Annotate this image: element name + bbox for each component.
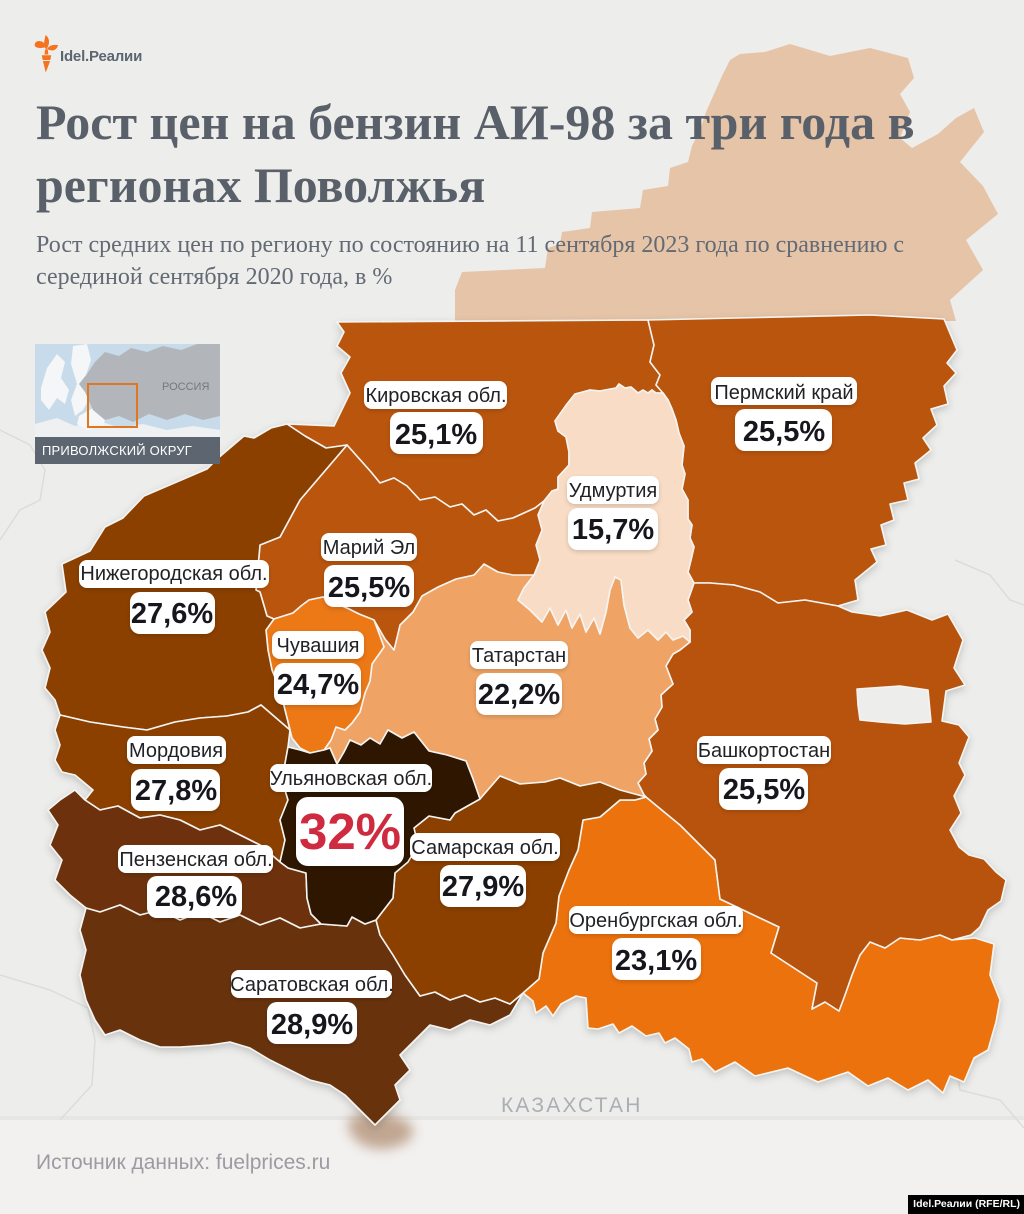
- svg-text:15,7%: 15,7%: [572, 514, 654, 546]
- svg-text:27,8%: 27,8%: [135, 775, 217, 807]
- svg-text:Татарстан: Татарстан: [472, 645, 566, 667]
- svg-text:24,7%: 24,7%: [277, 669, 359, 701]
- svg-text:Башкортостан: Башкортостан: [698, 740, 830, 762]
- svg-text:27,6%: 27,6%: [131, 598, 213, 630]
- svg-text:28,9%: 28,9%: [271, 1009, 353, 1041]
- svg-text:23,1%: 23,1%: [615, 945, 697, 977]
- svg-text:Саратовская обл.: Саратовская обл.: [230, 974, 394, 996]
- svg-text:Ульяновская обл.: Ульяновская обл.: [270, 768, 432, 790]
- svg-text:25,1%: 25,1%: [395, 419, 477, 451]
- svg-text:25,5%: 25,5%: [723, 774, 805, 806]
- svg-text:27,9%: 27,9%: [442, 871, 524, 903]
- svg-text:РОССИЯ: РОССИЯ: [162, 381, 209, 393]
- svg-text:Кировская обл.: Кировская обл.: [365, 385, 506, 407]
- svg-text:25,5%: 25,5%: [743, 416, 825, 448]
- svg-text:28,6%: 28,6%: [155, 881, 237, 913]
- svg-text:Марий Эл: Марий Эл: [323, 537, 415, 559]
- svg-text:Самарская обл.: Самарская обл.: [411, 837, 558, 859]
- svg-text:32%: 32%: [299, 803, 401, 860]
- svg-text:Мордовия: Мордовия: [129, 740, 223, 762]
- svg-text:Оренбургская обл.: Оренбургская обл.: [569, 910, 742, 932]
- svg-text:Чувашия: Чувашия: [277, 635, 360, 657]
- svg-text:25,5%: 25,5%: [328, 572, 410, 604]
- svg-text:Пермский край: Пермский край: [714, 382, 853, 404]
- svg-text:22,2%: 22,2%: [478, 679, 560, 711]
- svg-text:Пензенская обл.: Пензенская обл.: [119, 849, 272, 871]
- svg-text:Удмуртия: Удмуртия: [569, 480, 657, 502]
- svg-text:Нижегородская обл.: Нижегородская обл.: [80, 563, 267, 585]
